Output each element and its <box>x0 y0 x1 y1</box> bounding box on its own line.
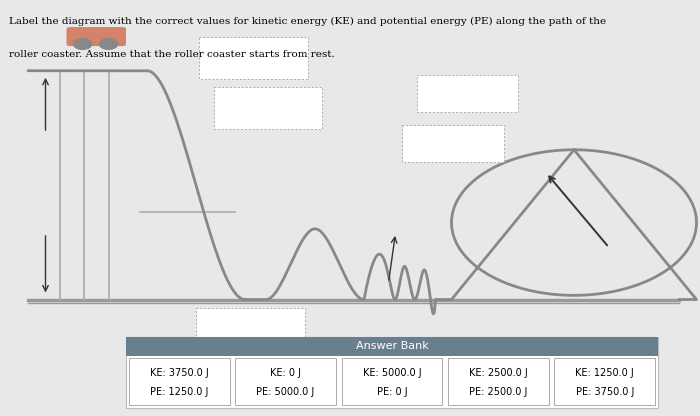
Text: PE: 5000.0 J: PE: 5000.0 J <box>256 387 315 397</box>
FancyBboxPatch shape <box>342 358 442 405</box>
FancyBboxPatch shape <box>448 358 549 405</box>
FancyBboxPatch shape <box>199 37 308 79</box>
Text: PE: 2500.0 J: PE: 2500.0 J <box>469 387 528 397</box>
FancyBboxPatch shape <box>402 125 504 162</box>
Text: roller coaster. Assume that the roller coaster starts from rest.: roller coaster. Assume that the roller c… <box>9 50 335 59</box>
FancyBboxPatch shape <box>196 308 304 349</box>
Text: Label the diagram with the correct values for kinetic energy (KE) and potential : Label the diagram with the correct value… <box>9 17 606 26</box>
Text: KE: 0 J: KE: 0 J <box>270 368 301 378</box>
Text: PE: 3750.0 J: PE: 3750.0 J <box>575 387 634 397</box>
Text: KE: 1250.0 J: KE: 1250.0 J <box>575 368 634 378</box>
FancyBboxPatch shape <box>554 358 655 405</box>
Bar <box>126 337 658 408</box>
Text: KE: 5000.0 J: KE: 5000.0 J <box>363 368 421 378</box>
FancyBboxPatch shape <box>129 358 230 405</box>
FancyBboxPatch shape <box>66 27 126 46</box>
Text: KE: 2500.0 J: KE: 2500.0 J <box>469 368 528 378</box>
FancyBboxPatch shape <box>416 75 518 112</box>
Text: PE: 0 J: PE: 0 J <box>377 387 407 397</box>
Circle shape <box>74 39 92 50</box>
Text: Answer Bank: Answer Bank <box>356 341 428 352</box>
Text: PE: 1250.0 J: PE: 1250.0 J <box>150 387 209 397</box>
Text: KE: 3750.0 J: KE: 3750.0 J <box>150 368 209 378</box>
Bar <box>126 337 658 356</box>
FancyBboxPatch shape <box>214 87 322 129</box>
Circle shape <box>99 39 118 50</box>
FancyBboxPatch shape <box>235 358 336 405</box>
